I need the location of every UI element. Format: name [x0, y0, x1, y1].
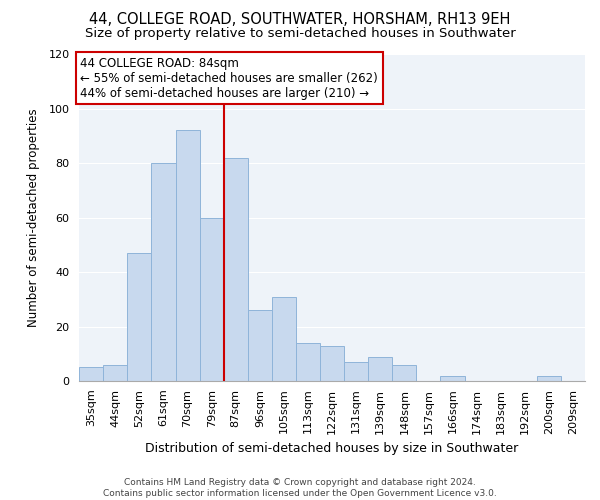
- X-axis label: Distribution of semi-detached houses by size in Southwater: Distribution of semi-detached houses by …: [145, 442, 519, 455]
- Bar: [79, 368, 103, 381]
- Text: 44, COLLEGE ROAD, SOUTHWATER, HORSHAM, RH13 9EH: 44, COLLEGE ROAD, SOUTHWATER, HORSHAM, R…: [89, 12, 511, 28]
- Bar: [200, 218, 224, 381]
- Bar: [392, 364, 416, 381]
- Bar: [272, 296, 296, 381]
- Bar: [320, 346, 344, 381]
- Bar: [151, 163, 176, 381]
- Text: Size of property relative to semi-detached houses in Southwater: Size of property relative to semi-detach…: [85, 28, 515, 40]
- Bar: [248, 310, 272, 381]
- Text: Contains HM Land Registry data © Crown copyright and database right 2024.
Contai: Contains HM Land Registry data © Crown c…: [103, 478, 497, 498]
- Bar: [127, 253, 151, 381]
- Bar: [344, 362, 368, 381]
- Bar: [440, 376, 464, 381]
- Bar: [176, 130, 200, 381]
- Bar: [368, 356, 392, 381]
- Bar: [224, 158, 248, 381]
- Y-axis label: Number of semi-detached properties: Number of semi-detached properties: [27, 108, 40, 327]
- Text: 44 COLLEGE ROAD: 84sqm
← 55% of semi-detached houses are smaller (262)
44% of se: 44 COLLEGE ROAD: 84sqm ← 55% of semi-det…: [80, 56, 378, 100]
- Bar: [103, 364, 127, 381]
- Bar: [537, 376, 561, 381]
- Bar: [296, 343, 320, 381]
